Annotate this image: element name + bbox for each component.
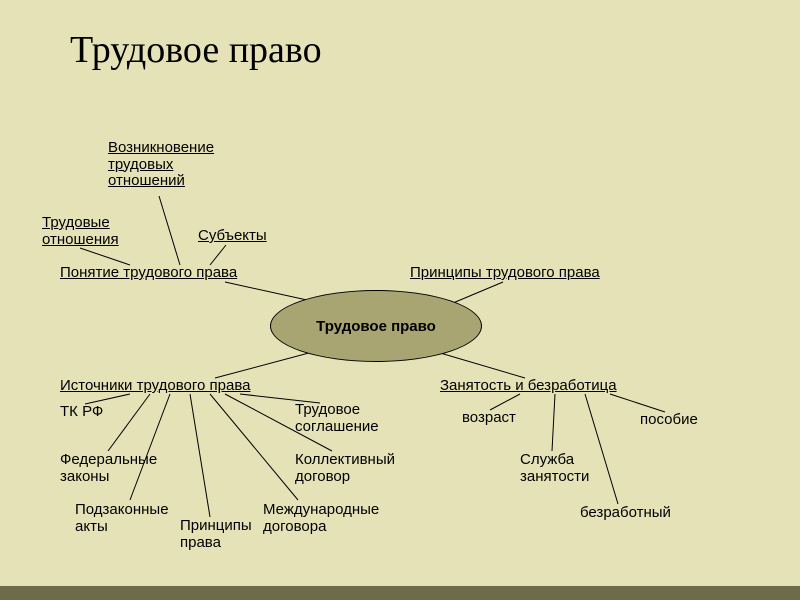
node-unemployed: безработный — [580, 505, 671, 522]
node-empservice: Службазанятости — [520, 452, 589, 485]
center-node-label: Трудовое право — [316, 318, 436, 335]
node-employment: Занятость и безработица — [440, 378, 617, 395]
node-intl: Международныедоговора — [263, 502, 379, 535]
node-agreement: Трудовоесоглашение — [295, 402, 379, 435]
bottom-bar — [0, 586, 800, 600]
node-principles: Принципы трудового права — [410, 265, 600, 282]
node-fedlaws: Федеральныезаконы — [60, 452, 157, 485]
slide-canvas: Трудовое право Трудовое право Возникнове… — [0, 0, 800, 600]
center-node: Трудовое право — [270, 290, 482, 362]
node-tkrf: ТК РФ — [60, 404, 103, 421]
node-bylaws: Подзаконныеакты — [75, 502, 169, 535]
node-collective: Коллективныйдоговор — [295, 452, 395, 485]
node-subjects: Субъекты — [198, 228, 267, 245]
node-sources: Источники трудового права — [60, 378, 250, 395]
node-age: возраст — [462, 410, 516, 427]
node-relations: Трудовыеотношения — [42, 215, 119, 248]
node-lawprinc: Принципыправа — [180, 518, 252, 551]
node-benefit: пособие — [640, 412, 698, 429]
node-concept: Понятие трудового права — [60, 265, 237, 282]
node-emergence: Возникновениетрудовыхотношений — [108, 140, 214, 190]
slide-title: Трудовое право — [70, 28, 322, 72]
